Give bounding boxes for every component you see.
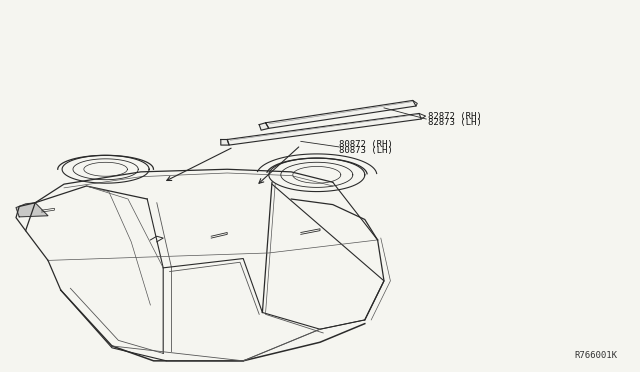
Text: 82873 (LH): 82873 (LH) [428, 118, 481, 126]
Polygon shape [259, 123, 269, 130]
Polygon shape [16, 203, 48, 217]
Text: 80873 (LH): 80873 (LH) [339, 146, 393, 155]
Polygon shape [221, 140, 229, 145]
Text: 80872 (RH): 80872 (RH) [339, 140, 393, 149]
Text: R766001K: R766001K [575, 351, 618, 360]
Text: 82872 (RH): 82872 (RH) [428, 112, 481, 121]
Polygon shape [266, 100, 416, 128]
Polygon shape [227, 113, 421, 145]
